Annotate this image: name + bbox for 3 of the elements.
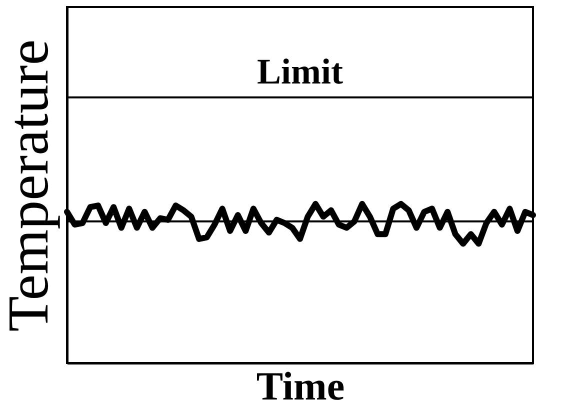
ref-line-label: Limit — [257, 51, 344, 92]
y-axis-title: Temperature — [0, 39, 60, 332]
x-axis-title: Time — [256, 364, 345, 408]
